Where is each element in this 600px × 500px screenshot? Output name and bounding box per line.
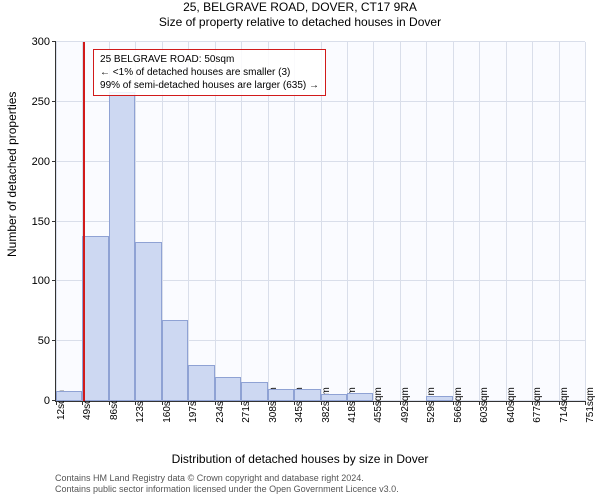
x-tick-label: 640sqm — [506, 387, 517, 423]
y-tick-label: 300 — [32, 36, 50, 48]
histogram-bar — [162, 320, 188, 401]
x-tick-label: 382sqm — [321, 387, 332, 423]
x-tick-label: 677sqm — [532, 387, 543, 423]
histogram-bar — [135, 242, 161, 401]
y-tick-label: 50 — [38, 335, 50, 347]
histogram-bar — [268, 389, 294, 401]
grid-line-v — [400, 42, 401, 401]
histogram-bar — [109, 92, 135, 401]
grid-line-v — [559, 42, 560, 401]
chart-subtitle: Size of property relative to detached ho… — [0, 15, 600, 29]
y-tick-label: 150 — [32, 216, 50, 228]
x-tick-label: 529sqm — [426, 387, 437, 423]
histogram-bar — [56, 391, 82, 401]
histogram-bar — [347, 393, 373, 401]
plot-region: 05010015020025030012sqm49sqm86sqm123sqm1… — [55, 42, 585, 402]
footer: Contains HM Land Registry data © Crown c… — [55, 473, 399, 496]
y-tick-label: 0 — [44, 395, 50, 407]
annotation-line: 99% of semi-detached houses are larger (… — [100, 79, 319, 92]
histogram-bar — [241, 382, 267, 401]
y-tick-label: 100 — [32, 275, 50, 287]
histogram-bar — [82, 236, 108, 401]
grid-line-v — [479, 42, 480, 401]
grid-line-v — [532, 42, 533, 401]
y-tick-label: 250 — [32, 96, 50, 108]
annotation-box: 25 BELGRAVE ROAD: 50sqm← <1% of detached… — [93, 49, 326, 96]
histogram-bar — [321, 394, 347, 401]
annotation-line: ← <1% of detached houses are smaller (3) — [100, 66, 319, 79]
grid-line-v — [373, 42, 374, 401]
chart-title: 25, BELGRAVE ROAD, DOVER, CT17 9RA — [0, 0, 600, 14]
x-tick-label: 751sqm — [585, 387, 596, 423]
indicator-line — [83, 42, 85, 401]
histogram-bar — [294, 389, 320, 401]
y-axis-label: Number of detached properties — [5, 92, 19, 257]
grid-line-v — [506, 42, 507, 401]
grid-line-v — [56, 42, 57, 401]
grid-line-v — [453, 42, 454, 401]
x-tick-label: 714sqm — [559, 387, 570, 423]
chart-area: 05010015020025030012sqm49sqm86sqm123sqm1… — [55, 42, 585, 402]
histogram-bar — [215, 377, 241, 401]
footer-line-1: Contains HM Land Registry data © Crown c… — [55, 473, 399, 485]
x-tick-label: 603sqm — [479, 387, 490, 423]
x-axis-label: Distribution of detached houses by size … — [0, 452, 600, 466]
y-tick-label: 200 — [32, 156, 50, 168]
histogram-bar — [426, 396, 452, 401]
grid-line-v — [585, 42, 586, 401]
grid-line-v — [426, 42, 427, 401]
annotation-line: 25 BELGRAVE ROAD: 50sqm — [100, 53, 319, 66]
grid-line-v — [347, 42, 348, 401]
histogram-bar — [188, 365, 214, 401]
x-tick-label: 566sqm — [453, 387, 464, 423]
x-tick-label: 492sqm — [400, 387, 411, 423]
x-tick-label: 455sqm — [373, 387, 384, 423]
footer-line-2: Contains public sector information licen… — [55, 484, 399, 496]
